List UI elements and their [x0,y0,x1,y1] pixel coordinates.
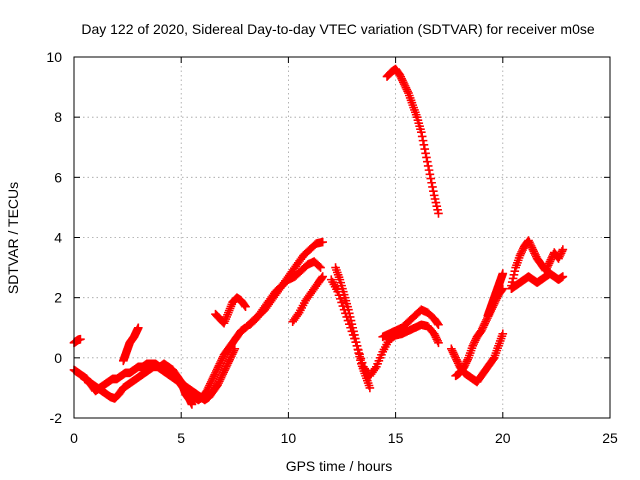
x-tick-label: 25 [602,430,618,446]
data-series [69,64,568,409]
series-arc-h [245,257,325,330]
data-point-marker [510,266,520,276]
data-point-marker [419,140,429,150]
data-point-marker [433,205,442,215]
data-point-marker [318,237,328,247]
data-point-marker [427,178,436,188]
data-point-marker [432,201,442,211]
y-tick-label: 8 [54,109,62,125]
data-point-marker [339,305,349,314]
y-axis-label: SDTVAR / TECUs [5,182,21,294]
y-tick-label: 0 [54,350,62,366]
data-point-marker [230,344,240,354]
series-arc-r [507,269,568,293]
data-point-marker [423,161,433,171]
data-point-marker [338,301,348,311]
data-point-marker [316,263,325,272]
data-point-marker [558,245,568,254]
data-point-marker [509,270,519,280]
data-point-marker [353,345,363,355]
data-point-marker [333,287,343,296]
x-tick-label: 20 [495,430,511,446]
data-point-marker [422,153,431,162]
data-point-marker [341,309,350,318]
data-point-marker [334,290,344,300]
data-point-marker [356,354,366,363]
grid-lines [74,57,610,418]
x-tick-label: 5 [177,430,185,446]
series-arc-i [288,272,328,327]
data-point-marker [558,272,568,281]
x-tick-label: 15 [388,430,404,446]
y-tick-label: 2 [54,290,62,306]
x-axis-label: GPS time / hours [286,458,393,474]
data-point-marker [430,194,440,204]
y-tick-label: -2 [50,410,63,426]
data-point-marker [344,319,354,329]
data-point-marker [76,334,85,344]
data-point-marker [417,127,426,137]
data-point-marker [418,136,428,145]
series-arc-n [447,329,508,387]
data-point-marker [425,170,435,179]
data-point-marker [508,274,518,283]
data-point-marker [498,329,508,339]
data-point-marker [314,262,324,271]
plot-frame [73,56,611,419]
data-point-marker [355,349,364,359]
data-point-marker [417,132,427,141]
data-point-marker [241,302,250,311]
series-arc-f [211,293,250,328]
data-point-marker [342,312,352,322]
series-arc-d [119,323,143,366]
series-arc-k [326,275,443,381]
x-tick-label: 0 [70,430,78,446]
data-point-marker [318,272,328,281]
data-point-marker [420,144,430,154]
data-point-marker [428,182,437,192]
data-point-marker [423,157,432,166]
tick-labels: 0 5 10 15 20 25 -2 0 2 4 6 8 10 [46,49,618,446]
data-point-marker [426,174,436,183]
y-tick-label: 10 [46,49,62,65]
y-tick-label: 4 [54,230,62,246]
series-arc-p [483,269,508,321]
series-arc-q [507,236,568,290]
data-point-marker [421,148,430,158]
data-point-marker [337,298,346,307]
x-tick-label: 10 [281,430,297,446]
series-arc-e [168,365,197,409]
data-point-marker [434,338,443,348]
data-point-marker [240,301,249,310]
data-point-marker [187,400,197,409]
data-point-marker [351,337,361,347]
data-point-marker [335,294,345,304]
data-point-marker [347,327,357,336]
data-point-marker [365,383,375,393]
data-point-marker [348,330,358,340]
data-point-marker [343,316,353,325]
data-point-marker [352,341,362,351]
data-point-marker [134,323,143,333]
data-point-marker [429,186,438,196]
y-tick-label: 6 [54,169,62,185]
series-arc-a [69,334,85,348]
data-point-marker [434,320,443,330]
series-arc-m [382,64,443,218]
series-arc-l [378,305,443,342]
data-point-marker [317,273,327,283]
data-point-marker [424,165,434,175]
data-point-marker [346,323,355,333]
data-point-marker [429,191,439,200]
data-point-marker [433,319,442,328]
chart-title: Day 122 of 2020, Sidereal Day-to-day VTE… [81,21,594,37]
data-point-marker [434,209,443,218]
data-point-marker [350,334,359,343]
data-point-marker [498,269,508,278]
data-point-marker [357,358,367,367]
data-point-marker [431,198,441,207]
